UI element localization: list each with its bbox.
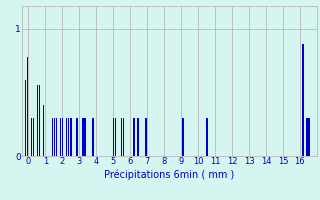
Bar — [43, 105, 44, 156]
Bar — [62, 118, 63, 156]
Bar — [115, 118, 116, 156]
Bar — [25, 80, 26, 156]
Bar — [39, 85, 40, 156]
Bar — [123, 118, 124, 156]
Bar — [70, 118, 72, 156]
Bar — [84, 118, 86, 156]
Bar — [33, 118, 34, 156]
Bar — [206, 118, 208, 156]
Bar — [54, 118, 55, 156]
Bar — [82, 118, 84, 156]
Bar — [66, 118, 68, 156]
Bar — [137, 118, 139, 156]
Bar — [121, 118, 123, 156]
Bar — [182, 118, 183, 156]
Bar — [56, 118, 57, 156]
Bar — [145, 118, 147, 156]
Bar — [27, 57, 28, 156]
Bar — [68, 118, 69, 156]
Bar — [37, 85, 38, 156]
Bar — [302, 44, 304, 156]
Bar — [133, 118, 135, 156]
Bar — [306, 118, 308, 156]
Bar — [31, 118, 32, 156]
Bar — [52, 118, 53, 156]
Bar — [113, 118, 114, 156]
Bar — [92, 118, 94, 156]
Bar — [308, 118, 310, 156]
X-axis label: Précipitations 6min ( mm ): Précipitations 6min ( mm ) — [104, 169, 235, 180]
Bar — [60, 118, 61, 156]
Bar — [76, 118, 78, 156]
